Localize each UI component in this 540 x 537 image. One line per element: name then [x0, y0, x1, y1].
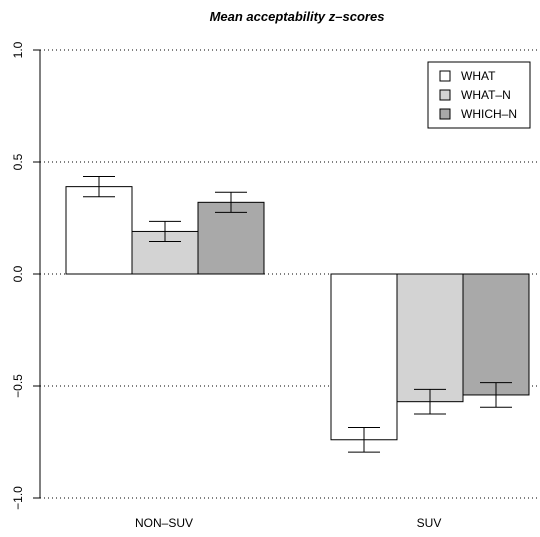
y-tick-label: 1.0: [11, 41, 25, 58]
chart-title: Mean acceptability z–scores: [210, 9, 385, 24]
error-bar: [149, 220, 181, 243]
legend-label-what: WHAT: [461, 69, 496, 83]
legend-swatch-what-n: [439, 89, 451, 101]
error-bar: [83, 176, 115, 198]
error-bar: [414, 388, 446, 415]
y-tick-label: 0.5: [11, 153, 25, 170]
bar-which-n-1: [462, 273, 530, 396]
error-bars: [83, 176, 512, 453]
category-label-non-suv: NON–SUV: [135, 516, 193, 530]
legend-swatch-which-n: [439, 108, 451, 120]
legend-swatch-what: [439, 70, 451, 82]
error-bar: [480, 382, 512, 408]
y-tick-label: −1.0: [11, 486, 25, 510]
bar-which-n-0: [197, 201, 265, 275]
error-bar: [215, 191, 247, 213]
gridlines: [40, 49, 538, 499]
bar-what-0: [65, 186, 133, 275]
legend-label-which-n: WHICH–N: [461, 107, 517, 121]
error-bar: [348, 426, 380, 453]
bar-what-1: [330, 273, 398, 441]
legend: WHAT WHAT–N WHICH–N: [427, 61, 531, 129]
category-label-suv: SUV: [417, 516, 442, 530]
y-tick-label: 0.0: [11, 265, 25, 282]
bars: [65, 186, 530, 441]
bar-what-n-1: [396, 273, 464, 403]
y-axis: 1.0 0.5 0.0 −0.5 −1.0: [11, 41, 41, 510]
legend-label-what-n: WHAT–N: [461, 88, 511, 102]
y-tick-label: −0.5: [11, 374, 25, 398]
